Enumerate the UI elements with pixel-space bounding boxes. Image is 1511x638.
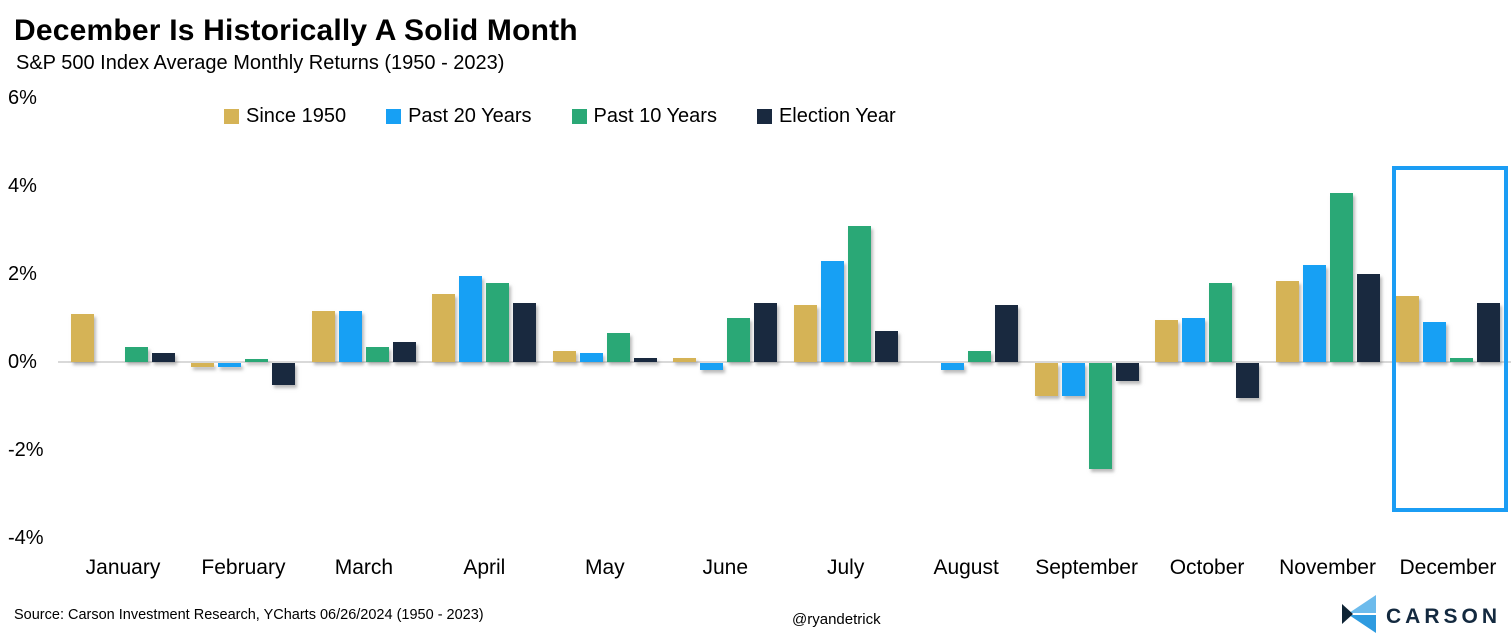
bar-july-since-1950 <box>793 304 817 362</box>
legend-swatch-icon <box>224 109 239 124</box>
bar-december-election-year <box>1476 302 1500 362</box>
zero-axis-line <box>58 361 1511 363</box>
bar-july-past-10-years <box>847 225 871 362</box>
bar-january-past-10-years <box>125 346 148 362</box>
legend-label: Past 10 Years <box>593 105 717 127</box>
x-axis-label-january: January <box>85 556 161 579</box>
y-axis-tick-label: -4% <box>8 527 44 549</box>
bar-june-past-10-years <box>727 318 751 362</box>
bar-september-since-1950 <box>1034 363 1058 396</box>
carson-logo-text: CARSON <box>1385 604 1501 628</box>
x-axis-label-july: July <box>827 556 865 579</box>
bar-january-since-1950 <box>71 313 94 362</box>
bar-june-past-20-years <box>700 363 724 370</box>
bar-march-since-1950 <box>311 311 335 362</box>
legend-item-past-10-years: Past 10 Years <box>571 105 717 128</box>
y-axis-tick-label: 0% <box>8 351 37 373</box>
bar-may-since-1950 <box>552 351 576 362</box>
legend-swatch-icon <box>386 109 402 124</box>
bar-november-since-1950 <box>1275 280 1299 362</box>
bar-october-since-1950 <box>1155 320 1179 362</box>
chart-legend: Since 1950 Past 20 Years Past 10 Years Elec… <box>224 105 896 128</box>
x-axis-label-november: November <box>1279 556 1376 579</box>
y-axis-tick-label: -2% <box>8 439 44 461</box>
bar-may-election-year <box>633 357 657 362</box>
page-title: December Is Historically A Solid Month <box>14 14 578 47</box>
x-axis-label-april: April <box>463 556 506 579</box>
bar-february-past-20-years <box>218 363 242 368</box>
x-axis-label-december: December <box>1399 556 1497 579</box>
bar-december-past-20-years <box>1422 322 1446 362</box>
bar-march-past-10-years <box>365 346 389 362</box>
legend-label: Since 1950 <box>246 105 347 127</box>
legend-label: Election Year <box>778 105 896 127</box>
bar-november-past-20-years <box>1302 265 1326 362</box>
bar-september-past-10-years <box>1088 363 1112 469</box>
bar-october-past-10-years <box>1209 282 1233 362</box>
bar-december-since-1950 <box>1395 296 1419 362</box>
bar-september-election-year <box>1115 363 1139 381</box>
carson-logo: CARSON <box>1341 595 1501 638</box>
x-axis-label-june: June <box>702 556 749 579</box>
legend-label: Past 20 Years <box>408 105 532 127</box>
x-axis-label-october: October <box>1169 556 1245 579</box>
bar-may-past-20-years <box>579 353 603 362</box>
legend-item-election-year: Election Year <box>756 105 896 128</box>
bar-july-past-20-years <box>820 260 844 362</box>
x-axis-label-august: August <box>933 556 999 579</box>
legend-swatch-icon <box>756 109 772 124</box>
bar-august-past-10-years <box>968 351 992 362</box>
bar-december-past-10-years <box>1449 357 1473 362</box>
author-handle: @ryandetrick <box>792 611 881 628</box>
chart-subtitle: S&P 500 Index Average Monthly Returns (1… <box>16 52 505 74</box>
bar-june-since-1950 <box>673 357 697 362</box>
bar-april-election-year <box>513 302 537 362</box>
bar-january-election-year <box>152 353 175 362</box>
carson-chevron-icon <box>1341 595 1376 638</box>
bar-may-past-10-years <box>606 333 630 362</box>
source-note: Source: Carson Investment Research, YCha… <box>14 607 484 623</box>
x-axis-label-february: February <box>201 556 286 579</box>
y-axis-tick-label: 2% <box>8 263 37 285</box>
december-highlight-box <box>1391 166 1508 512</box>
x-axis-label-september: September <box>1035 556 1138 579</box>
bar-november-election-year <box>1356 274 1380 362</box>
bar-february-past-10-years <box>245 359 269 362</box>
legend-item-since-1950: Since 1950 <box>224 105 346 128</box>
x-axis-label-may: May <box>584 556 625 579</box>
y-axis-tick-label: 4% <box>8 175 37 197</box>
bar-june-election-year <box>754 302 778 362</box>
bar-march-election-year <box>392 342 416 362</box>
bar-july-election-year <box>874 331 898 362</box>
bar-march-past-20-years <box>338 311 362 362</box>
bar-february-since-1950 <box>191 363 215 368</box>
bar-april-since-1950 <box>432 293 456 362</box>
x-axis-label-march: March <box>334 556 394 579</box>
bar-october-past-20-years <box>1182 318 1206 362</box>
bar-april-past-20-years <box>459 276 483 362</box>
bar-november-past-10-years <box>1329 192 1353 362</box>
y-axis-tick-label: 6% <box>8 87 37 109</box>
legend-item-past-20-years: Past 20 Years <box>386 105 532 128</box>
bar-april-past-10-years <box>486 282 510 362</box>
bar-september-past-20-years <box>1061 363 1085 396</box>
bar-august-past-20-years <box>941 363 965 370</box>
bar-october-election-year <box>1236 363 1260 399</box>
bar-august-election-year <box>995 304 1019 362</box>
legend-swatch-icon <box>571 109 587 124</box>
bar-february-election-year <box>272 363 296 385</box>
